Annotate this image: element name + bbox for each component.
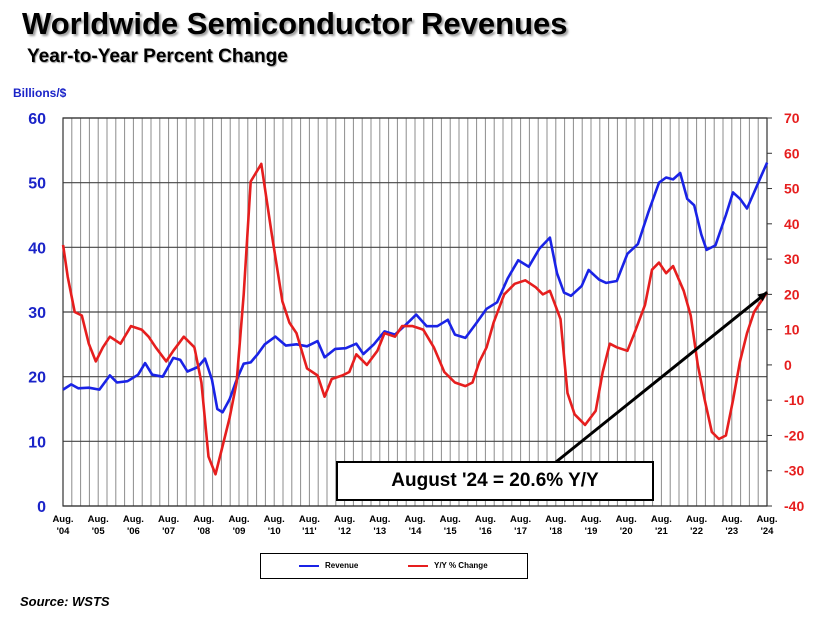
right-axis-ticks: -40 -30 -20 -10 0 10 20 30 40 50 60 70 xyxy=(767,110,804,514)
x-tick-label-bottom: '19 xyxy=(585,526,598,537)
right-tick-label: -40 xyxy=(784,498,804,514)
x-tick-label-top: Aug. xyxy=(369,514,390,525)
x-axis-ticks: Aug.'04Aug.'05Aug.'06Aug.'07Aug.'08Aug.'… xyxy=(52,514,777,537)
chart-title: Worldwide Semiconductor Revenues xyxy=(22,6,568,41)
legend-yoy-swatch xyxy=(408,565,428,567)
x-tick-label-top: Aug. xyxy=(264,514,285,525)
left-tick-label: 20 xyxy=(28,370,46,387)
x-tick-label-bottom: '23 xyxy=(725,526,738,537)
left-axis-label: Billions/$ xyxy=(13,86,67,100)
x-tick-label-top: Aug. xyxy=(651,514,672,525)
x-tick-label-bottom: '18 xyxy=(549,526,562,537)
x-tick-label-top: Aug. xyxy=(580,514,601,525)
x-tick-label-top: Aug. xyxy=(299,514,320,525)
left-tick-label: 10 xyxy=(28,434,46,451)
revenue-line xyxy=(62,162,769,414)
x-tick-label-top: Aug. xyxy=(123,514,144,525)
legend-revenue-label: Revenue xyxy=(325,561,359,570)
x-tick-label-bottom: '12 xyxy=(338,526,351,537)
x-tick-label-top: Aug. xyxy=(158,514,179,525)
left-axis-ticks: 0 10 20 30 40 50 60 xyxy=(28,111,46,516)
x-tick-label-bottom: '04 xyxy=(57,526,71,537)
x-tick-label-bottom: '09 xyxy=(233,526,246,537)
right-tick-label: 30 xyxy=(784,251,800,267)
x-tick-label-top: Aug. xyxy=(721,514,742,525)
x-tick-label-bottom: '07 xyxy=(162,526,175,537)
x-tick-label-top: Aug. xyxy=(616,514,637,525)
x-tick-label-bottom: '17 xyxy=(514,526,527,537)
right-tick-label: 70 xyxy=(784,110,800,126)
chart-subtitle: Year-to-Year Percent Change xyxy=(27,46,288,67)
x-tick-label-top: Aug. xyxy=(404,514,425,525)
legend-yoy-label: Y/Y % Change xyxy=(434,561,488,570)
right-tick-label: 20 xyxy=(784,286,800,302)
left-tick-label: 40 xyxy=(28,240,46,257)
series-lines xyxy=(61,162,769,476)
left-tick-label: 60 xyxy=(28,111,46,128)
x-tick-label-top: Aug. xyxy=(475,514,496,525)
x-tick-label-bottom: '15 xyxy=(444,526,458,537)
x-tick-label-top: Aug. xyxy=(756,514,777,525)
source-note: Source: WSTS xyxy=(20,594,110,609)
x-tick-label-top: Aug. xyxy=(88,514,109,525)
x-tick-label-bottom: '14 xyxy=(409,526,423,537)
yoy-change-line xyxy=(61,162,769,476)
x-tick-label-top: Aug. xyxy=(510,514,531,525)
x-tick-label-top: Aug. xyxy=(52,514,73,525)
left-tick-label: 0 xyxy=(37,499,46,516)
annotation-callout: August '24 = 20.6% Y/Y xyxy=(336,461,654,501)
x-tick-label-bottom: '24 xyxy=(761,526,775,537)
x-tick-label-bottom: '21 xyxy=(655,526,669,537)
x-tick-label-top: Aug. xyxy=(193,514,214,525)
x-tick-label-bottom: '10 xyxy=(268,526,281,537)
right-tick-label: 10 xyxy=(784,322,800,338)
x-tick-label-bottom: '13 xyxy=(373,526,386,537)
plot-frame xyxy=(62,117,768,507)
x-tick-label-top: Aug. xyxy=(686,514,707,525)
x-tick-label-bottom: '20 xyxy=(620,526,633,537)
axes xyxy=(62,117,768,507)
right-tick-label: -20 xyxy=(784,427,804,443)
right-tick-label: 50 xyxy=(784,181,800,197)
right-tick-label: 60 xyxy=(784,145,800,161)
x-tick-label-bottom: '06 xyxy=(127,526,140,537)
annotation-arrow-line xyxy=(541,291,769,474)
annotation-arrowhead xyxy=(757,292,768,302)
x-tick-label-top: Aug. xyxy=(228,514,249,525)
x-tick-label-bottom: '11' xyxy=(302,526,317,537)
right-tick-label: 40 xyxy=(784,216,800,232)
right-tick-label: -10 xyxy=(784,392,804,408)
x-tick-label-bottom: '08 xyxy=(197,526,210,537)
legend: Revenue Y/Y % Change xyxy=(260,553,528,579)
x-tick-label-top: Aug. xyxy=(545,514,566,525)
left-tick-label: 50 xyxy=(28,176,46,193)
x-tick-label-top: Aug. xyxy=(334,514,355,525)
left-tick-label: 30 xyxy=(28,305,46,322)
grid-lines xyxy=(62,117,768,507)
x-tick-label-bottom: '05 xyxy=(92,526,106,537)
x-tick-label-bottom: '16 xyxy=(479,526,492,537)
annotation-arrow xyxy=(541,291,769,474)
right-tick-label: 0 xyxy=(784,357,792,373)
legend-revenue-swatch xyxy=(299,565,319,567)
x-tick-label-bottom: '22 xyxy=(690,526,703,537)
right-tick-label: -30 xyxy=(784,463,804,479)
x-tick-label-top: Aug. xyxy=(440,514,461,525)
